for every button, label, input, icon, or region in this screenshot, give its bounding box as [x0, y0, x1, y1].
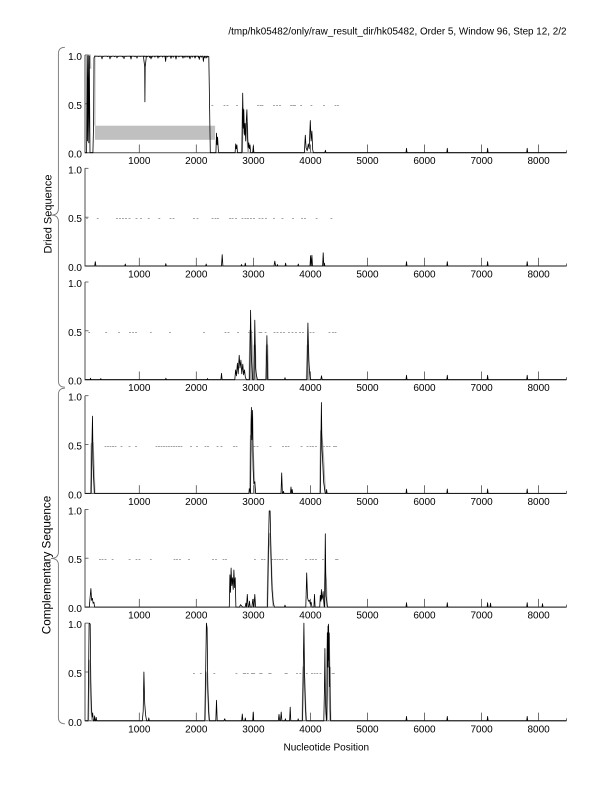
svg-text:4000: 4000: [299, 724, 322, 735]
svg-text:7000: 7000: [470, 270, 493, 281]
svg-text:5000: 5000: [356, 156, 379, 167]
svg-text:4000: 4000: [299, 611, 322, 622]
svg-text:6000: 6000: [413, 611, 436, 622]
svg-text:6000: 6000: [413, 383, 436, 394]
svg-text:3000: 3000: [242, 383, 265, 394]
svg-text:1.0: 1.0: [68, 393, 82, 404]
svg-text:0.0: 0.0: [68, 604, 82, 615]
svg-text:0.5: 0.5: [68, 669, 82, 680]
svg-text:1000: 1000: [128, 497, 151, 508]
svg-text:3000: 3000: [242, 611, 265, 622]
svg-text:2000: 2000: [185, 724, 208, 735]
svg-text:0.0: 0.0: [68, 263, 82, 274]
svg-text:0.0: 0.0: [68, 150, 82, 161]
svg-text:7000: 7000: [470, 383, 493, 394]
svg-text:6000: 6000: [413, 497, 436, 508]
svg-text:2000: 2000: [185, 497, 208, 508]
svg-text:2000: 2000: [185, 270, 208, 281]
svg-text:5000: 5000: [356, 383, 379, 394]
svg-text:0.0: 0.0: [68, 490, 82, 501]
svg-text:3000: 3000: [242, 270, 265, 281]
svg-text:4000: 4000: [299, 497, 322, 508]
svg-text:1000: 1000: [128, 724, 151, 735]
svg-text:5000: 5000: [356, 497, 379, 508]
svg-text:2000: 2000: [185, 383, 208, 394]
svg-text:1.0: 1.0: [68, 620, 82, 631]
svg-text:1000: 1000: [128, 611, 151, 622]
svg-text:1000: 1000: [128, 383, 151, 394]
svg-text:Dried Sequence: Dried Sequence: [43, 175, 55, 254]
svg-text:Complementary Sequence: Complementary Sequence: [41, 496, 54, 634]
svg-text:4000: 4000: [299, 270, 322, 281]
svg-text:5000: 5000: [356, 724, 379, 735]
svg-text:8000: 8000: [527, 724, 550, 735]
svg-text:0.5: 0.5: [68, 555, 82, 566]
svg-text:1000: 1000: [128, 156, 151, 167]
svg-text:5000: 5000: [356, 611, 379, 622]
svg-text:0.0: 0.0: [68, 718, 82, 729]
svg-text:4000: 4000: [299, 383, 322, 394]
svg-text:7000: 7000: [470, 611, 493, 622]
svg-text:3000: 3000: [242, 156, 265, 167]
svg-text:6000: 6000: [413, 270, 436, 281]
svg-text:8000: 8000: [527, 611, 550, 622]
svg-text:1.0: 1.0: [68, 506, 82, 517]
svg-text:6000: 6000: [413, 156, 436, 167]
svg-text:3000: 3000: [242, 724, 265, 735]
svg-text:2000: 2000: [185, 611, 208, 622]
svg-text:4000: 4000: [299, 156, 322, 167]
svg-text:8000: 8000: [527, 497, 550, 508]
svg-text:0.5: 0.5: [68, 101, 82, 112]
svg-text:1000: 1000: [128, 270, 151, 281]
svg-text:8000: 8000: [527, 270, 550, 281]
svg-text:3000: 3000: [242, 497, 265, 508]
svg-text:7000: 7000: [470, 724, 493, 735]
svg-text:1.0: 1.0: [68, 165, 82, 176]
svg-text:/tmp/hk05482/only/raw_result_d: /tmp/hk05482/only/raw_result_dir/hk05482…: [228, 27, 566, 38]
svg-text:7000: 7000: [470, 497, 493, 508]
svg-text:8000: 8000: [527, 156, 550, 167]
svg-text:0.0: 0.0: [68, 377, 82, 388]
svg-text:5000: 5000: [356, 270, 379, 281]
svg-text:6000: 6000: [413, 724, 436, 735]
svg-text:0.5: 0.5: [68, 328, 82, 339]
svg-text:0.5: 0.5: [68, 442, 82, 453]
svg-text:0.5: 0.5: [68, 214, 82, 225]
svg-text:1.0: 1.0: [68, 279, 82, 290]
svg-text:1.0: 1.0: [68, 52, 82, 63]
svg-text:7000: 7000: [470, 156, 493, 167]
svg-text:Nucleotide Position: Nucleotide Position: [283, 743, 369, 754]
svg-text:8000: 8000: [527, 383, 550, 394]
svg-text:2000: 2000: [185, 156, 208, 167]
